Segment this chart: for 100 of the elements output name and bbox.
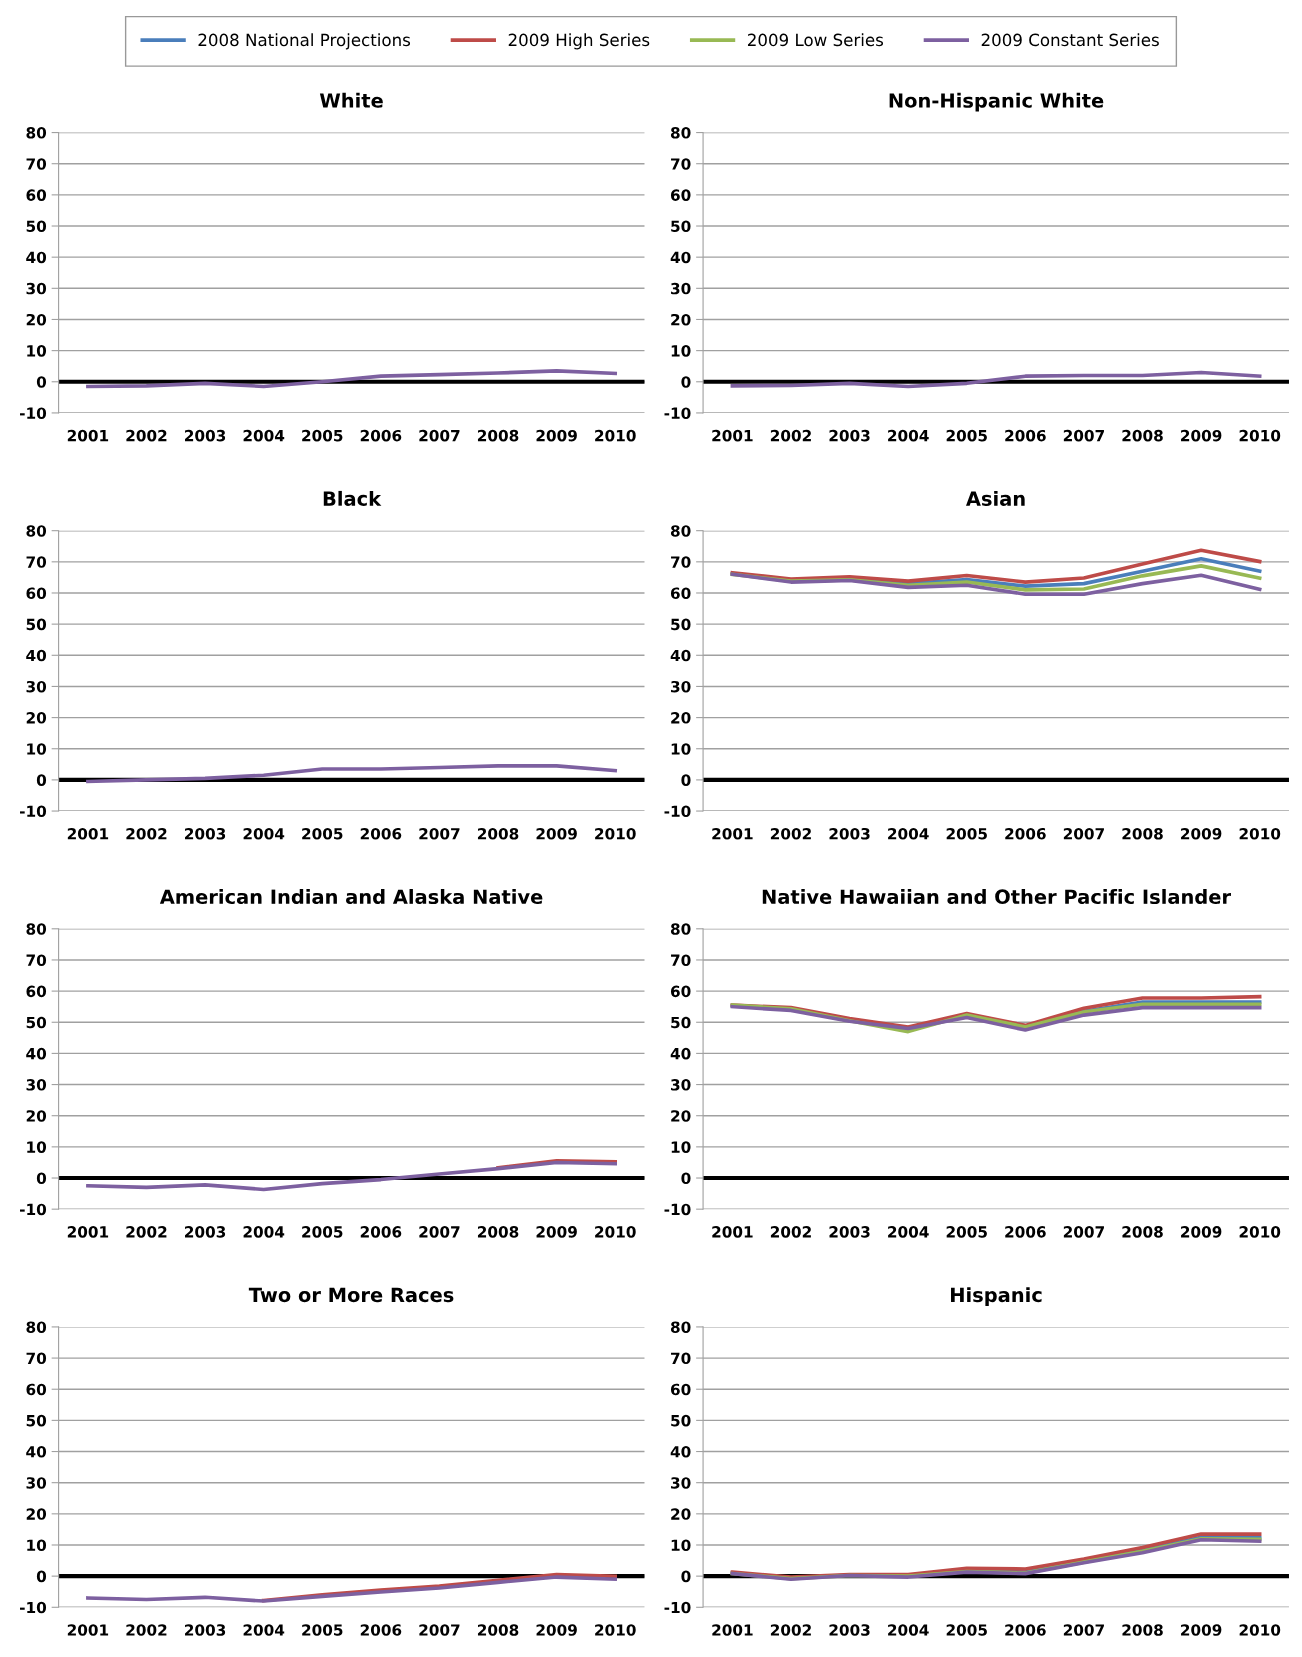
x-tick-label: 2002 xyxy=(770,1624,811,1636)
x-tick-label: 2003 xyxy=(185,1226,226,1238)
x-tick-label: 2006 xyxy=(360,1624,402,1636)
chart-title: Black xyxy=(323,490,382,506)
y-tick-label: 70 xyxy=(26,158,47,170)
y-tick-label: 60 xyxy=(670,189,691,201)
x-tick-label: 2010 xyxy=(1239,1624,1281,1636)
y-tick-label: 80 xyxy=(26,1321,47,1333)
x-tick-label: 2007 xyxy=(1063,827,1104,840)
x-tick-label: 2005 xyxy=(946,429,987,442)
chart-title: Asian xyxy=(966,490,1025,506)
x-tick-label: 2001 xyxy=(712,429,753,442)
y-tick-label: 30 xyxy=(26,1079,47,1091)
y-tick-label: -10 xyxy=(20,805,47,818)
y-tick-label: 30 xyxy=(671,1477,691,1489)
y-tick-label: 50 xyxy=(26,1016,47,1029)
y-tick-label: 10 xyxy=(27,1539,47,1552)
chart-title: American Indian and Alaska Native xyxy=(159,889,543,905)
y-tick-label: 60 xyxy=(26,1383,47,1396)
y-tick-label: 20 xyxy=(26,313,47,326)
chart-title: Two or More Races xyxy=(248,1287,454,1303)
x-tick-label: 2009 xyxy=(536,1226,577,1238)
y-tick-label: 10 xyxy=(671,1539,691,1552)
y-tick-label: 10 xyxy=(671,345,691,357)
y-tick-label: 80 xyxy=(670,923,691,935)
x-tick-label: 2003 xyxy=(185,827,226,840)
x-tick-label: 2003 xyxy=(829,429,870,442)
x-tick-label: 2010 xyxy=(595,1226,636,1238)
y-tick-label: 40 xyxy=(670,1047,691,1060)
x-tick-label: 2009 xyxy=(536,827,577,840)
x-tick-label: 2007 xyxy=(419,827,460,840)
x-tick-label: 2001 xyxy=(712,1624,753,1636)
y-tick-label: -10 xyxy=(664,407,691,419)
y-tick-label: -10 xyxy=(20,1203,47,1216)
y-tick-label: 50 xyxy=(26,220,47,233)
x-tick-label: 2003 xyxy=(829,1226,870,1238)
x-tick-label: 2008 xyxy=(1122,1226,1163,1238)
x-tick-label: 2010 xyxy=(1239,1226,1281,1238)
y-tick-label: -10 xyxy=(664,1601,691,1614)
x-tick-label: 2001 xyxy=(67,1624,109,1636)
y-tick-label: 80 xyxy=(26,525,47,537)
x-tick-label: 2010 xyxy=(595,429,636,442)
y-tick-label: 20 xyxy=(671,1110,691,1122)
y-tick-label: 30 xyxy=(26,680,47,693)
y-tick-label: 20 xyxy=(26,712,47,724)
x-tick-label: 2002 xyxy=(126,1226,167,1238)
y-tick-label: 50 xyxy=(671,618,691,631)
y-tick-label: 80 xyxy=(670,525,691,537)
chart-title: Native Hawaiian and Other Pacific Islander xyxy=(762,889,1231,905)
y-tick-label: 40 xyxy=(670,1446,691,1458)
y-tick-label: 20 xyxy=(26,1508,47,1520)
y-tick-label: 60 xyxy=(26,189,47,201)
x-tick-label: 2002 xyxy=(770,1226,811,1238)
x-tick-label: 2003 xyxy=(185,429,226,442)
y-tick-label: 50 xyxy=(26,618,47,631)
chart-title: Non-Hispanic White xyxy=(889,92,1104,112)
x-tick-label: 2010 xyxy=(1239,827,1281,840)
y-tick-label: 60 xyxy=(26,587,47,600)
x-tick-label: 2008 xyxy=(477,1624,519,1636)
x-tick-label: 2002 xyxy=(126,429,167,442)
y-tick-label: -10 xyxy=(20,407,47,419)
x-tick-label: 2007 xyxy=(419,1624,460,1636)
x-tick-label: 2003 xyxy=(185,1624,226,1636)
x-tick-label: 2005 xyxy=(946,1624,987,1636)
x-tick-label: 2004 xyxy=(888,1226,929,1238)
y-tick-label: 0 xyxy=(36,1570,47,1583)
x-tick-label: 2010 xyxy=(595,1624,636,1636)
x-tick-label: 2001 xyxy=(712,827,753,840)
y-tick-label: 80 xyxy=(670,1321,691,1333)
y-tick-label: 50 xyxy=(671,1414,691,1427)
x-tick-label: 2008 xyxy=(1122,827,1163,840)
x-tick-label: 2004 xyxy=(243,827,285,840)
x-tick-label: 2001 xyxy=(67,429,109,442)
y-tick-label: 40 xyxy=(26,1446,47,1458)
y-tick-label: 0 xyxy=(681,1172,691,1185)
x-tick-label: 2009 xyxy=(1181,429,1222,442)
y-tick-label: 70 xyxy=(26,1352,47,1365)
x-tick-label: 2004 xyxy=(243,1226,285,1238)
x-tick-label: 2006 xyxy=(1005,1226,1046,1238)
x-tick-label: 2005 xyxy=(302,429,343,442)
legend-label: 2009 High Series xyxy=(508,33,650,50)
x-tick-label: 2002 xyxy=(126,827,167,840)
y-tick-label: 0 xyxy=(36,774,47,786)
chart-title: White xyxy=(319,92,383,108)
y-tick-label: 80 xyxy=(26,923,47,935)
legend-label: 2009 Low Series xyxy=(747,33,884,47)
y-tick-label: 10 xyxy=(671,1141,691,1153)
x-tick-label: 2001 xyxy=(712,1226,753,1238)
x-tick-label: 2009 xyxy=(1181,1226,1222,1238)
x-tick-label: 2005 xyxy=(946,827,987,840)
x-tick-label: 2001 xyxy=(67,827,109,840)
x-tick-label: 2008 xyxy=(477,429,519,442)
y-tick-label: 20 xyxy=(671,313,691,326)
x-tick-label: 2010 xyxy=(1239,429,1281,442)
x-tick-label: 2002 xyxy=(770,429,811,442)
x-tick-label: 2006 xyxy=(360,429,402,442)
y-tick-label: 30 xyxy=(26,282,47,295)
y-tick-label: 20 xyxy=(671,712,691,724)
x-tick-label: 2004 xyxy=(888,429,929,442)
y-tick-label: 50 xyxy=(671,220,691,233)
